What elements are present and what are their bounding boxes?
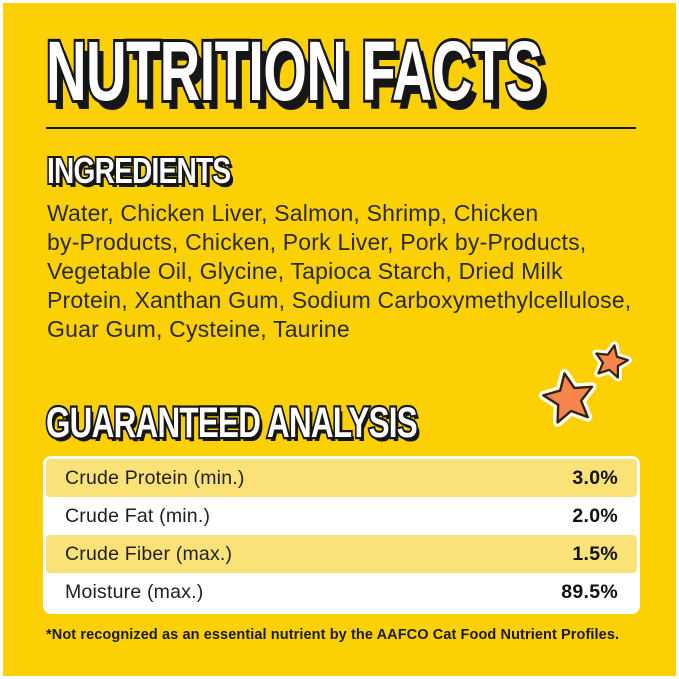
analysis-row-label: Moisture (max.) <box>65 580 204 603</box>
ingredients-heading: INGREDIENTS <box>45 148 232 193</box>
analysis-row-value: 2.0% <box>572 504 618 527</box>
footnote: *Not recognized as an essential nutrient… <box>46 627 620 643</box>
analysis-row-value: 89.5% <box>561 580 618 603</box>
ingredients-line: Guar Gum, Cysteine, Taurine <box>47 316 350 342</box>
analysis-row-label: Crude Fat (min.) <box>65 504 211 527</box>
analysis-row: Crude Protein (min.) 3.0% <box>46 459 637 497</box>
ingredients-text: Water, Chicken Liver, Salmon, Shrimp, Ch… <box>47 199 659 344</box>
page-title: NUTRITION FACTS <box>44 24 545 118</box>
analysis-row: Moisture (max.) 89.5% <box>46 573 637 611</box>
analysis-row: Crude Fat (min.) 2.0% <box>46 497 637 535</box>
guaranteed-analysis-table: Crude Protein (min.) 3.0% Crude Fat (min… <box>43 456 640 614</box>
analysis-row-value: 3.0% <box>572 466 618 489</box>
analysis-row: Crude Fiber (max.) 1.5% <box>46 535 637 573</box>
divider <box>46 127 636 129</box>
analysis-row-label: Crude Fiber (max.) <box>65 542 233 565</box>
ingredients-line: Water, Chicken Liver, Salmon, Shrimp, Ch… <box>47 200 539 226</box>
star-icon <box>542 372 594 424</box>
guaranteed-analysis-heading: GUARANTEED ANALYSIS <box>44 397 419 450</box>
ingredients-line: Protein, Xanthan Gum, Sodium Carboxymeth… <box>47 287 632 313</box>
analysis-row-value: 1.5% <box>572 542 618 565</box>
analysis-row-label: Crude Protein (min.) <box>65 466 245 489</box>
star-icon <box>595 344 629 379</box>
ingredients-line: Vegetable Oil, Glycine, Tapioca Starch, … <box>47 258 563 284</box>
stars-decoration <box>538 341 632 427</box>
ingredients-line: by-Products, Chicken, Pork Liver, Pork b… <box>47 229 587 255</box>
